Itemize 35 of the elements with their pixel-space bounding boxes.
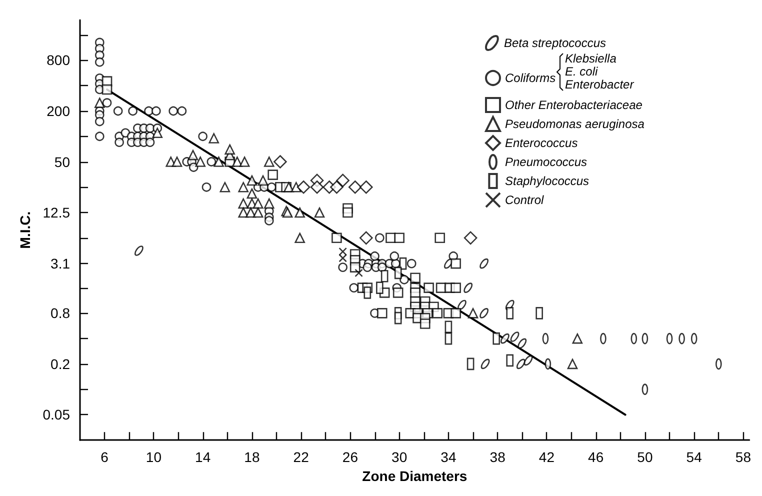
legend-label: Pseudomonas aeruginosa [505, 117, 645, 131]
x-tick-label: 30 [392, 449, 408, 466]
y-tick-label: 0.05 [42, 406, 70, 423]
legend-label: Pneumococcus [505, 155, 588, 169]
x-tick-label: 46 [588, 449, 604, 466]
x-tick-label: 42 [538, 449, 555, 466]
legend-label: Enterococcus [505, 136, 578, 150]
x-tick-label: 38 [490, 449, 506, 466]
annotation: Klebsiella [565, 52, 617, 66]
y-tick-label: 200 [46, 102, 70, 119]
y-tick-label: 12.5 [42, 204, 70, 221]
x-tick-label: 54 [686, 449, 702, 466]
legend-label: Beta streptococcus [504, 36, 606, 50]
x-tick-label: 10 [146, 449, 162, 466]
x-tick-label: 50 [637, 449, 653, 466]
y-tick-label: 800 [46, 52, 70, 68]
x-tick-label: 18 [244, 449, 260, 466]
x-tick-label: 26 [342, 449, 358, 466]
y-tick-label: 0.8 [50, 305, 70, 322]
annotation: Enterobacter [565, 78, 635, 92]
x-tick-label: 58 [735, 449, 752, 466]
y-axis-title: M.I.C. [16, 211, 33, 249]
x-tick-label: 6 [100, 449, 109, 466]
annotation: E. coli [565, 64, 598, 78]
legend-label: Control [505, 193, 544, 207]
y-tick-label: 3.1 [50, 255, 70, 272]
x-axis-title: Zone Diameters [362, 468, 468, 484]
legend-label: Other Enterobacteriaceae [505, 98, 643, 112]
legend-label: Coliforms [505, 71, 556, 85]
legend-label: Staphylococcus [505, 174, 590, 188]
y-tick-label: 50 [54, 154, 70, 170]
x-tick-label: 14 [195, 449, 211, 466]
y-tick-label: 0.2 [50, 356, 70, 372]
x-tick-label: 34 [440, 449, 456, 466]
x-tick-label: 22 [293, 449, 310, 466]
